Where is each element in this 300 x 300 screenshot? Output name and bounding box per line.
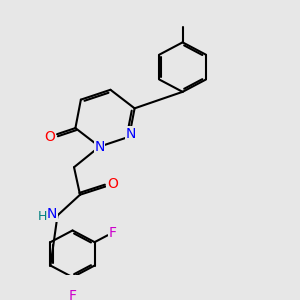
Text: N: N <box>47 207 57 221</box>
Text: O: O <box>45 130 56 143</box>
Text: O: O <box>107 177 118 191</box>
Text: N: N <box>125 127 136 141</box>
Text: F: F <box>68 290 76 300</box>
Text: H: H <box>38 210 47 223</box>
Text: N: N <box>94 140 105 154</box>
Text: F: F <box>109 226 117 239</box>
